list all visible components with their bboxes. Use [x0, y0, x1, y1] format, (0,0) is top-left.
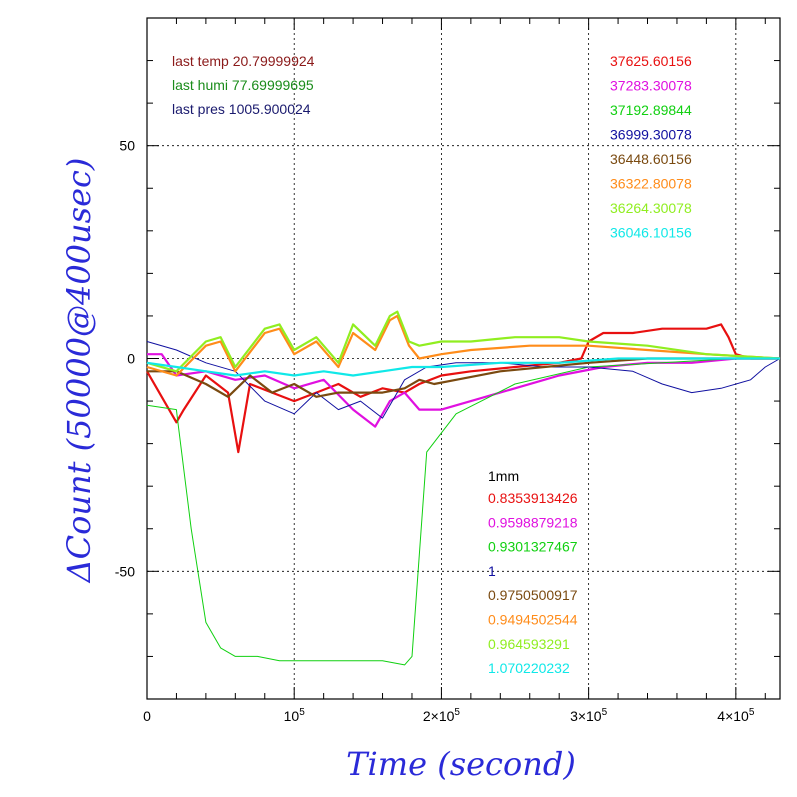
x-tick-label-base: 4×10	[717, 708, 749, 724]
series-line	[147, 357, 780, 398]
factor-entry: 0.964593291	[488, 636, 570, 652]
series-line	[146, 358, 780, 666]
factor-entry: 0.9301327467	[488, 539, 578, 555]
info-line: last temp 20.79999924	[172, 53, 315, 69]
factor-entry: 0.8353913426	[488, 490, 578, 506]
legend-entry: 36322.80078	[610, 176, 692, 192]
legend-entry: 36046.10156	[610, 225, 692, 241]
factor-entry: 0.9598879218	[488, 514, 578, 530]
x-tick-label: 3×105	[570, 707, 608, 724]
x-tick-label-exponent: 5	[454, 707, 460, 718]
factor-entry: 0.9750500917	[488, 587, 578, 603]
x-tick-label-exponent: 5	[299, 707, 305, 718]
x-tick-label-exponent: 5	[749, 707, 755, 718]
legend-entry: 36264.30078	[610, 200, 692, 216]
legend-entry: 37192.89844	[610, 102, 692, 118]
x-tick-label: 0	[143, 708, 151, 724]
series-line	[146, 310, 781, 373]
x-axis-title: Time (second)	[346, 745, 576, 783]
x-tick-label-base: 3×10	[570, 708, 602, 724]
x-tick-label-base: 10	[284, 708, 300, 724]
series-lines	[146, 310, 781, 666]
legend-entry: 37283.30078	[610, 78, 692, 94]
y-tick-label: 50	[119, 138, 135, 154]
info-line: last humi 77.69999695	[172, 77, 314, 93]
info-block: last temp 20.79999924 last humi 77.699996…	[172, 53, 315, 117]
y-tick-label: -50	[115, 563, 135, 579]
x-tick-label-base: 0	[143, 708, 151, 724]
legend: 37625.60156 37283.30078 37192.89844 36999.3…	[610, 53, 692, 241]
factor-entry: 1	[488, 563, 496, 579]
x-tick-label: 2×105	[423, 707, 461, 724]
info-line: last pres 1005.900024	[172, 101, 311, 117]
series-line	[146, 323, 780, 454]
factor-entry: 1.070220232	[488, 660, 570, 676]
y-tick-label: 0	[127, 351, 135, 367]
x-tick-label: 105	[284, 707, 306, 724]
legend-entry: 37625.60156	[610, 53, 692, 69]
series-line	[146, 357, 780, 377]
x-tick-label-base: 2×10	[423, 708, 455, 724]
legend-entry: 36999.30078	[610, 127, 692, 143]
y-axis-title: ΔCount (50000@400usec)	[60, 158, 98, 585]
factor-entry: 0.9494502544	[488, 612, 578, 628]
factor-list: 1mm 0.8353913426 0.9598879218 0.9301327467 1…	[488, 468, 578, 676]
factor-header: 1mm	[488, 468, 519, 484]
x-tick-label: 4×105	[717, 707, 755, 724]
legend-entry: 36448.60156	[610, 151, 692, 167]
x-tick-label-exponent: 5	[602, 707, 608, 718]
series-line	[146, 314, 781, 377]
